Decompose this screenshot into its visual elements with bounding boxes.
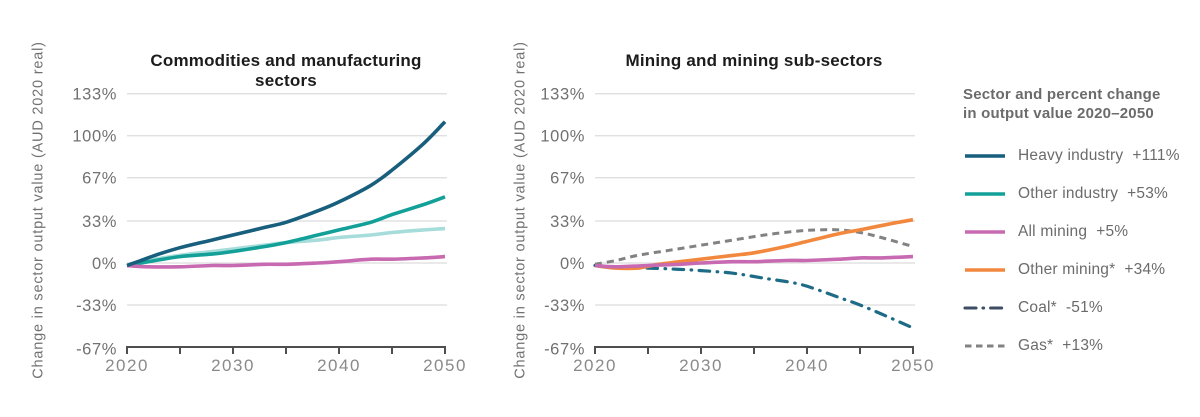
chart-commodities: 133% 100% 67% 33% 0% -33% -67% 2020 2030 2040 2050…	[0, 0, 480, 417]
chart-mining: 133% 100% 67% 33% 0% -33% -67% 2020 2030 2040 2050…	[480, 0, 940, 417]
legend-item-label: Other mining*	[1018, 261, 1116, 278]
series-line-all-mining	[594, 254, 914, 269]
chart-canvas-mining: 133% 100% 67% 33% 0% -33% -67%2020 2030 2040 2050	[540, 86, 935, 375]
legend-item-value: +111%	[1132, 147, 1180, 164]
y-tick-label: 100%	[540, 128, 585, 146]
x-tick-label: 2030	[211, 356, 255, 375]
chart-canvas-commodities: 133% 100% 67% 33% 0% -33% -67%2020 2030 2040 2050	[72, 86, 467, 375]
legend-item-value: +13%	[1062, 337, 1104, 354]
x-tick-label: 2040	[317, 356, 361, 375]
legend-item: Other mining* +34%	[963, 251, 1200, 289]
legend-item-label: Coal*	[1018, 299, 1057, 316]
legend-items: Heavy industry +111% Other industry +53% All…	[963, 137, 1200, 365]
legend-item: All mining +5%	[963, 213, 1200, 251]
y-tick-label: 33%	[82, 213, 117, 231]
chart-title-commodities: Commodities and manufacturing sectors	[150, 51, 422, 90]
legend-swatch-line	[965, 268, 1005, 272]
legend-item: Gas* +13%	[963, 327, 1200, 365]
legend-item-value: +34%	[1124, 261, 1166, 278]
x-tick-label: 2020	[105, 356, 149, 375]
y-tick-label: -33%	[76, 297, 117, 315]
legend-title: Sector and percent change in output valu…	[963, 86, 1161, 122]
x-tick-label: 2050	[891, 356, 935, 375]
y-axis-label: Change in sector output value (AUD 2020 …	[30, 41, 47, 379]
y-tick-label: -67%	[544, 340, 585, 358]
y-tick-label: 67%	[550, 170, 585, 188]
y-tick-label: 0%	[560, 255, 585, 273]
legend-item: Coal* -51%	[963, 289, 1200, 327]
legend-swatch-line	[963, 306, 1007, 310]
y-tick-label: -33%	[544, 297, 585, 315]
series-line-coal	[593, 263, 915, 330]
x-tick-label: 2020	[573, 356, 617, 375]
legend-swatch-line	[965, 344, 1005, 348]
y-axis-label: Change in sector output value (AUD 2020 …	[512, 41, 529, 379]
x-tick-label: 2030	[679, 356, 723, 375]
legend-swatch-line	[965, 154, 1005, 158]
series-line-gas	[594, 228, 914, 266]
x-tick-label: 2050	[423, 356, 467, 375]
legend-item-value: +5%	[1096, 223, 1129, 240]
legend: Sector and percent change in output valu…	[940, 0, 1200, 417]
legend-item-value: +53%	[1127, 185, 1169, 202]
chart-title-mining: Mining and mining sub-sectors	[625, 51, 883, 70]
y-tick-label: 100%	[72, 128, 117, 146]
legend-item-label: All mining	[1018, 223, 1088, 240]
y-tick-label: 133%	[72, 86, 117, 104]
y-tick-label: 33%	[550, 213, 585, 231]
legend-item-label: Gas*	[1018, 337, 1054, 354]
series-line-other-industry	[126, 195, 446, 268]
series-line-other-mining	[594, 217, 914, 271]
legend-swatch-line	[965, 192, 1005, 196]
legend-swatch-line	[965, 230, 1005, 234]
y-tick-label: -67%	[76, 340, 117, 358]
legend-item-label: Other industry	[1018, 185, 1119, 202]
legend-item: Heavy industry +111%	[963, 137, 1200, 175]
x-tick-label: 2040	[785, 356, 829, 375]
series-line-all-mining	[126, 254, 446, 269]
y-tick-label: 67%	[82, 170, 117, 188]
y-tick-label: 133%	[540, 86, 585, 104]
legend-item-label: Heavy industry	[1018, 147, 1124, 164]
legend-item: Other industry +53%	[963, 175, 1200, 213]
series-line-heavy-industry	[126, 120, 447, 268]
y-tick-label: 0%	[92, 255, 117, 273]
legend-item-value: -51%	[1065, 299, 1103, 316]
